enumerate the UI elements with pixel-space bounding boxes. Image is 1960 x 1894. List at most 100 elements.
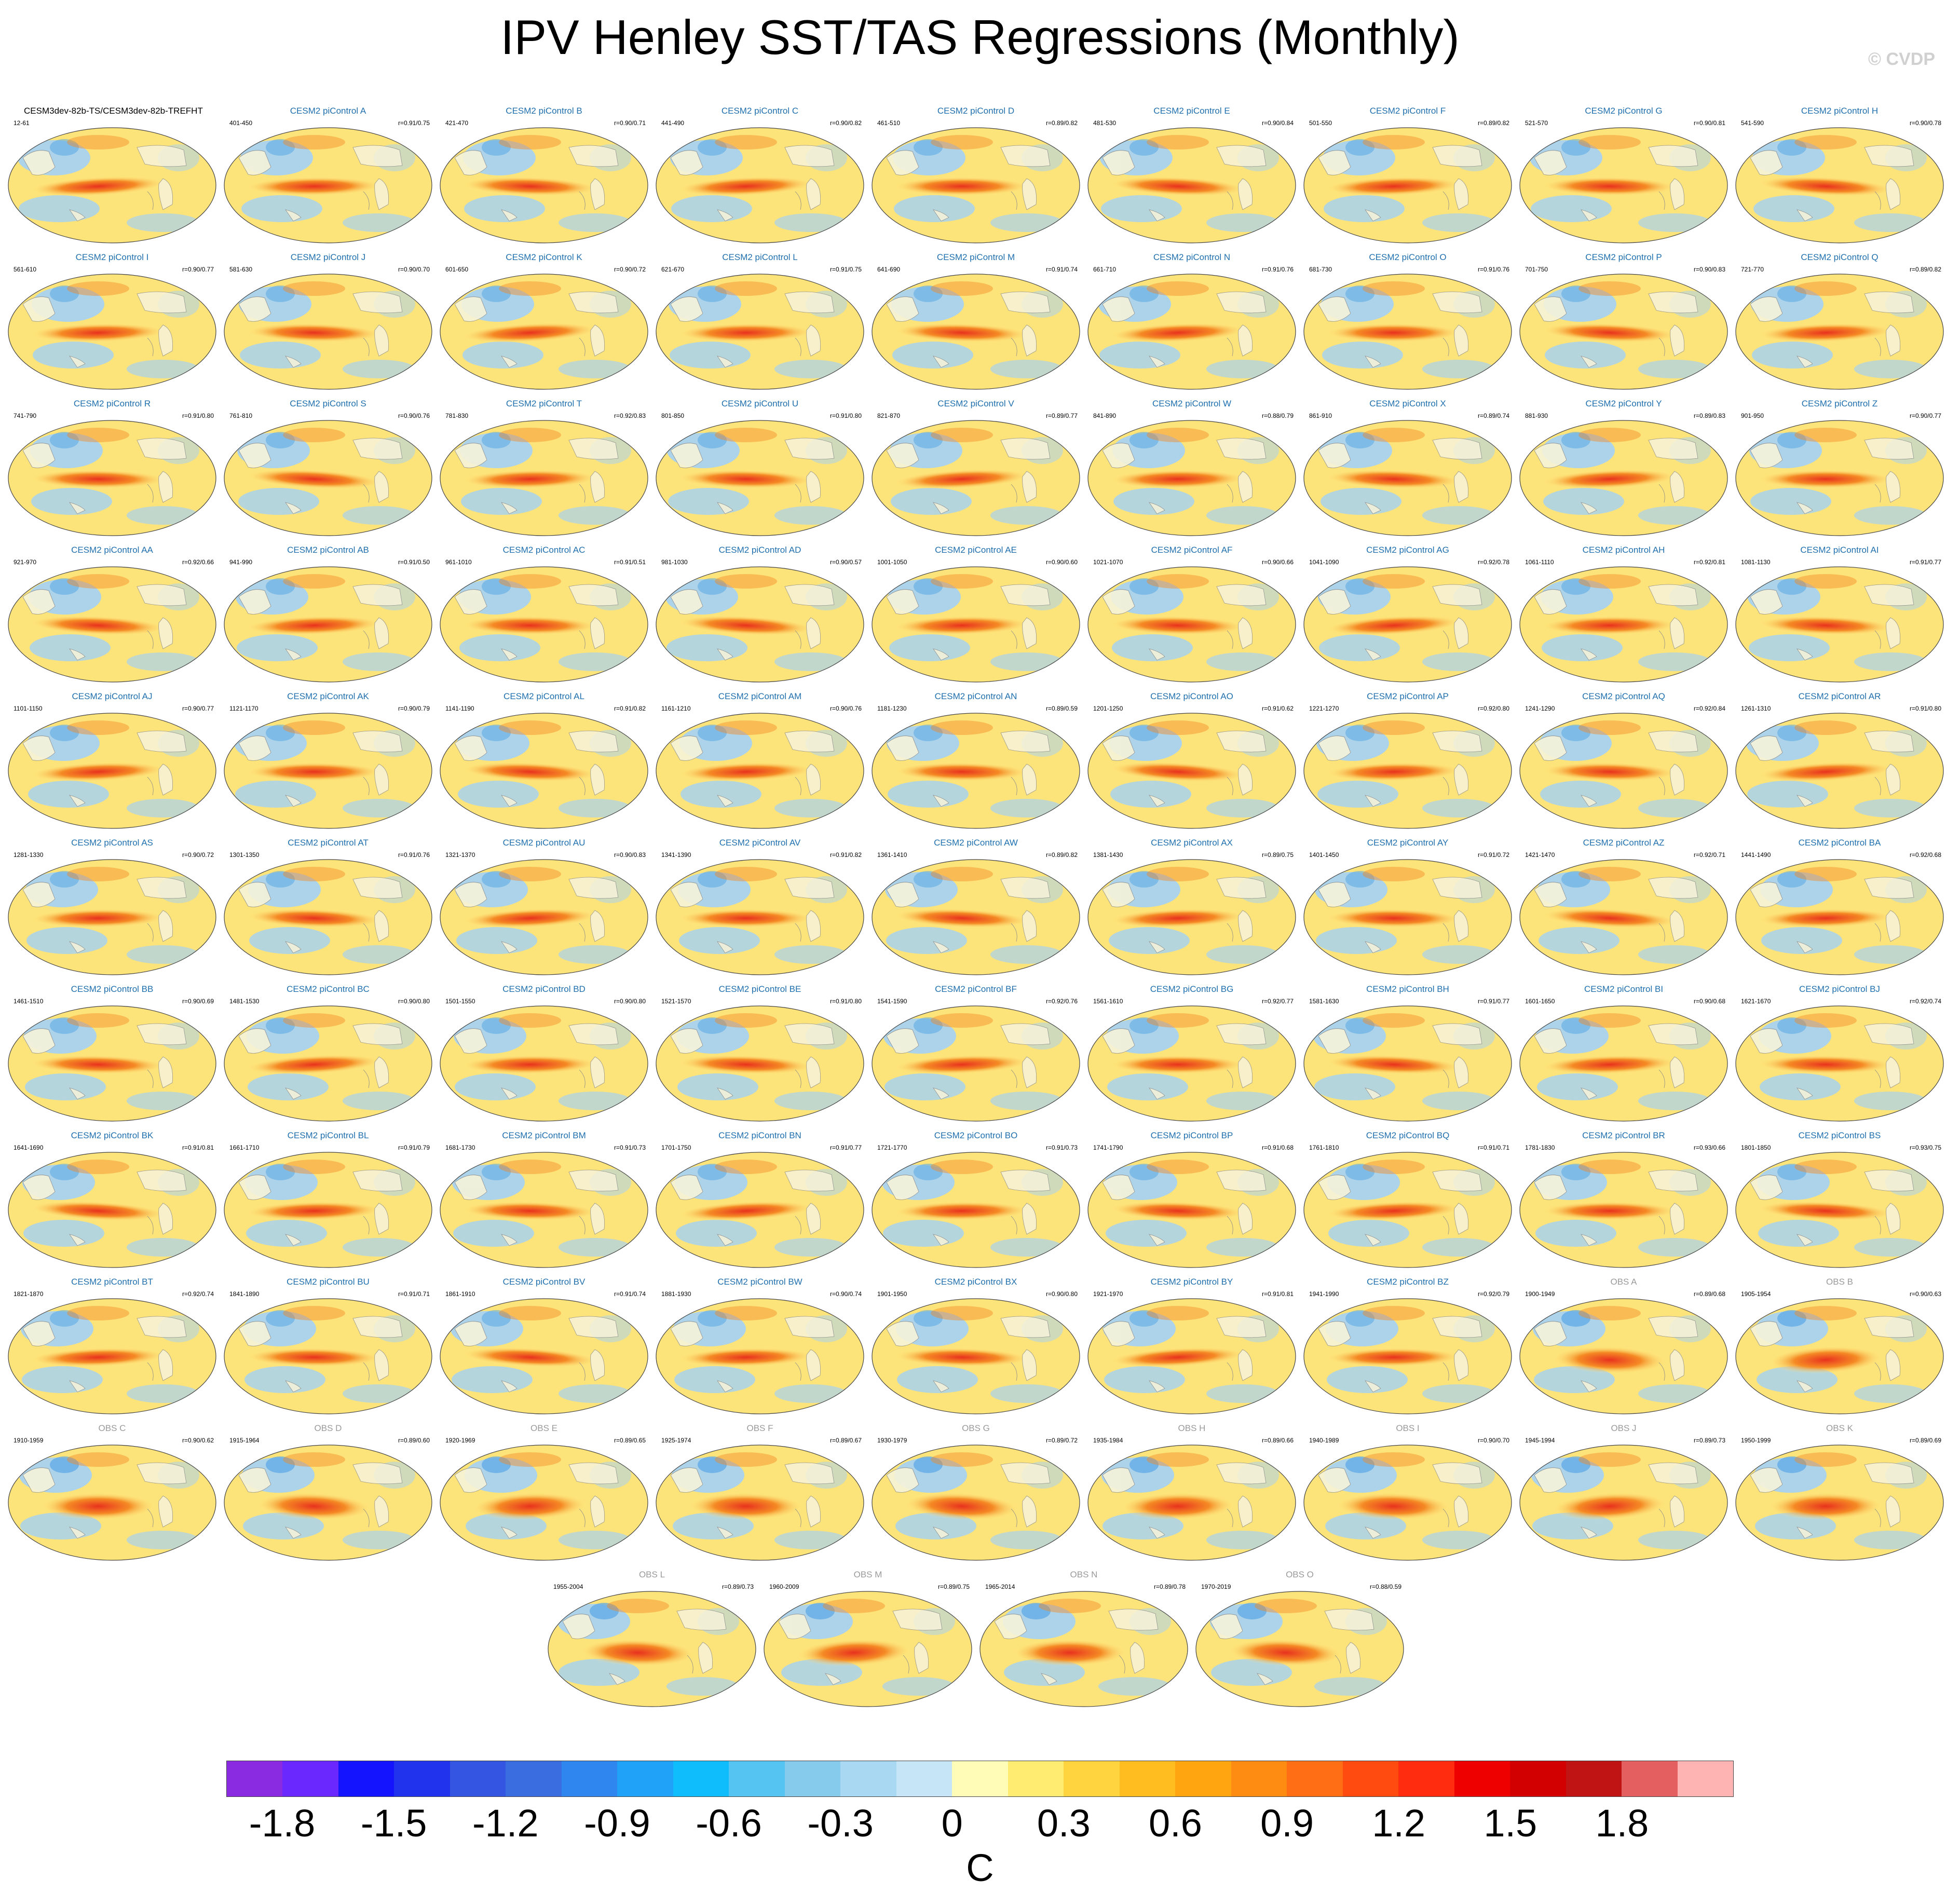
panel-correlation: r=0.88/0.79 xyxy=(1261,412,1294,419)
panel-title: CESM2 piControl T xyxy=(506,399,582,408)
regression-map xyxy=(1087,420,1296,536)
panel-years: 401-450 xyxy=(229,119,253,127)
panel-title: CESM2 piControl AF xyxy=(1151,545,1233,555)
map-panel: CESM2 piControl A 401-450 r=0.91/0.75 xyxy=(223,104,433,244)
panel-title: OBS H xyxy=(1178,1423,1206,1433)
panel-title: CESM2 piControl J xyxy=(290,252,366,262)
panel-title: CESM2 piControl AD xyxy=(718,545,801,555)
panel-years: 881-930 xyxy=(1525,412,1548,419)
map-panel: CESM2 piControl AJ 1101-1150 r=0.90/0.77 xyxy=(7,689,217,829)
map-panel: CESM2 piControl K 601-650 r=0.90/0.72 xyxy=(439,250,649,390)
panel-years: 1960-2009 xyxy=(769,1583,799,1590)
colorbar-swatch xyxy=(1454,1761,1510,1796)
panel-title: CESM2 piControl BO xyxy=(934,1130,1018,1140)
regression-map xyxy=(656,127,864,243)
panel-correlation: r=0.93/0.66 xyxy=(1693,1144,1725,1151)
map-panel: CESM3dev-82b-TS/CESM3dev-82b-TREFHT 12-61 xyxy=(7,104,217,244)
map-panel: OBS H 1935-1984 r=0.89/0.66 xyxy=(1087,1421,1297,1561)
panel-years: 701-750 xyxy=(1525,266,1548,273)
panel-title: CESM2 piControl Z xyxy=(1801,399,1878,408)
panel-years: 1161-1210 xyxy=(661,705,691,712)
regression-map xyxy=(1303,713,1512,829)
colorbar-swatch xyxy=(338,1761,394,1796)
regression-map xyxy=(656,566,864,683)
panel-years: 1081-1130 xyxy=(1741,558,1771,566)
panel-correlation: r=0.90/0.84 xyxy=(1261,119,1294,127)
panel-years: 461-510 xyxy=(877,119,901,127)
panel-years: 1541-1590 xyxy=(877,998,907,1005)
map-panel: CESM2 piControl BG 1561-1610 r=0.92/0.77 xyxy=(1087,982,1297,1122)
panel-years: 741-790 xyxy=(13,412,37,419)
panel-title: OBS J xyxy=(1611,1423,1637,1433)
colorbar-tick-label: -1.5 xyxy=(360,1802,427,1845)
regression-map xyxy=(548,1591,756,1707)
panel-correlation: r=0.90/0.69 xyxy=(182,998,214,1005)
panel-years: 981-1030 xyxy=(661,558,688,566)
panel-correlation: r=0.89/0.83 xyxy=(1693,412,1725,419)
panel-correlation: r=0.91/0.77 xyxy=(1477,998,1509,1005)
panel-years: 521-570 xyxy=(1525,119,1548,127)
map-panel: CESM2 piControl BB 1461-1510 r=0.90/0.69 xyxy=(7,982,217,1122)
panel-years: 961-1010 xyxy=(445,558,472,566)
panel-title: CESM2 piControl AP xyxy=(1367,691,1449,701)
panel-title: OBS M xyxy=(853,1570,882,1579)
panel-title: CESM2 piControl BU xyxy=(287,1277,370,1287)
panel-correlation: r=0.91/0.72 xyxy=(1477,851,1509,859)
regression-map xyxy=(8,1152,216,1268)
figure-title: IPV Henley SST/TAS Regressions (Monthly) xyxy=(500,10,1460,64)
panel-correlation: r=0.91/0.74 xyxy=(1045,266,1078,273)
regression-map xyxy=(656,713,864,829)
panel-years: 781-830 xyxy=(445,412,469,419)
panel-correlation: r=0.91/0.71 xyxy=(1477,1144,1509,1151)
panel-correlation: r=0.90/0.72 xyxy=(614,266,646,273)
panel-correlation: r=0.91/0.80 xyxy=(829,412,862,419)
panel-years: 821-870 xyxy=(877,412,901,419)
colorbar-swatch xyxy=(282,1761,338,1796)
panel-years: 941-990 xyxy=(229,558,253,566)
panel-years: 1041-1090 xyxy=(1309,558,1339,566)
panel-title: CESM2 piControl BM xyxy=(502,1130,586,1140)
panel-title: CESM2 piControl X xyxy=(1369,399,1446,408)
regression-map xyxy=(440,1005,648,1122)
map-panel: CESM2 piControl AX 1381-1430 r=0.89/0.75 xyxy=(1087,836,1297,976)
map-panel: CESM2 piControl AS 1281-1330 r=0.90/0.72 xyxy=(7,836,217,976)
panel-years: 12-61 xyxy=(13,119,30,127)
panel-correlation: r=0.92/0.84 xyxy=(1693,705,1725,712)
cvdp-watermark: © CVDP xyxy=(1868,49,1935,69)
panel-correlation: r=0.91/0.73 xyxy=(1045,1144,1078,1151)
regression-map xyxy=(1087,274,1296,390)
map-panel: CESM2 piControl S 761-810 r=0.90/0.76 xyxy=(223,397,433,537)
map-panel: CESM2 piControl AC 961-1010 r=0.91/0.51 xyxy=(439,543,649,683)
regression-map xyxy=(8,274,216,390)
map-panel: CESM2 piControl Q 721-770 r=0.89/0.82 xyxy=(1735,250,1944,390)
panel-title: CESM2 piControl AC xyxy=(502,545,586,555)
map-panel: CESM2 piControl AN 1181-1230 r=0.89/0.59 xyxy=(871,689,1081,829)
panel-correlation: r=0.91/0.74 xyxy=(614,1290,646,1298)
colorbar-swatch xyxy=(394,1761,450,1796)
regression-map xyxy=(1519,713,1728,829)
panel-correlation: r=0.89/0.82 xyxy=(1477,119,1509,127)
panel-title: OBS K xyxy=(1826,1423,1853,1433)
colorbar-swatch xyxy=(1510,1761,1566,1796)
panel-correlation: r=0.93/0.75 xyxy=(1909,1144,1941,1151)
map-panel: CESM2 piControl BQ 1761-1810 r=0.91/0.71 xyxy=(1303,1128,1513,1269)
panel-years: 1441-1490 xyxy=(1741,851,1771,859)
regression-map xyxy=(8,1005,216,1122)
panel-title: CESM2 piControl B xyxy=(506,106,582,116)
panel-correlation: r=0.91/0.77 xyxy=(1909,558,1941,566)
panel-correlation: r=0.90/0.71 xyxy=(614,119,646,127)
regression-map xyxy=(224,1298,432,1414)
panel-title: CESM2 piControl AE xyxy=(935,545,1017,555)
panel-correlation: r=0.92/0.68 xyxy=(1909,851,1941,859)
map-panel: CESM2 piControl AB 941-990 r=0.91/0.50 xyxy=(223,543,433,683)
panel-correlation: r=0.92/0.77 xyxy=(1261,998,1294,1005)
panel-correlation: r=0.90/0.70 xyxy=(398,266,430,273)
map-panel: CESM2 piControl M 641-690 r=0.91/0.74 xyxy=(871,250,1081,390)
regression-map xyxy=(1303,274,1512,390)
panel-title: CESM2 piControl P xyxy=(1585,252,1662,262)
colorbar-swatch xyxy=(1677,1761,1734,1796)
regression-map xyxy=(1087,713,1296,829)
panel-correlation: r=0.91/0.79 xyxy=(398,1144,430,1151)
colorbar-swatch xyxy=(1566,1761,1622,1796)
panel-correlation: r=0.89/0.73 xyxy=(722,1583,754,1590)
